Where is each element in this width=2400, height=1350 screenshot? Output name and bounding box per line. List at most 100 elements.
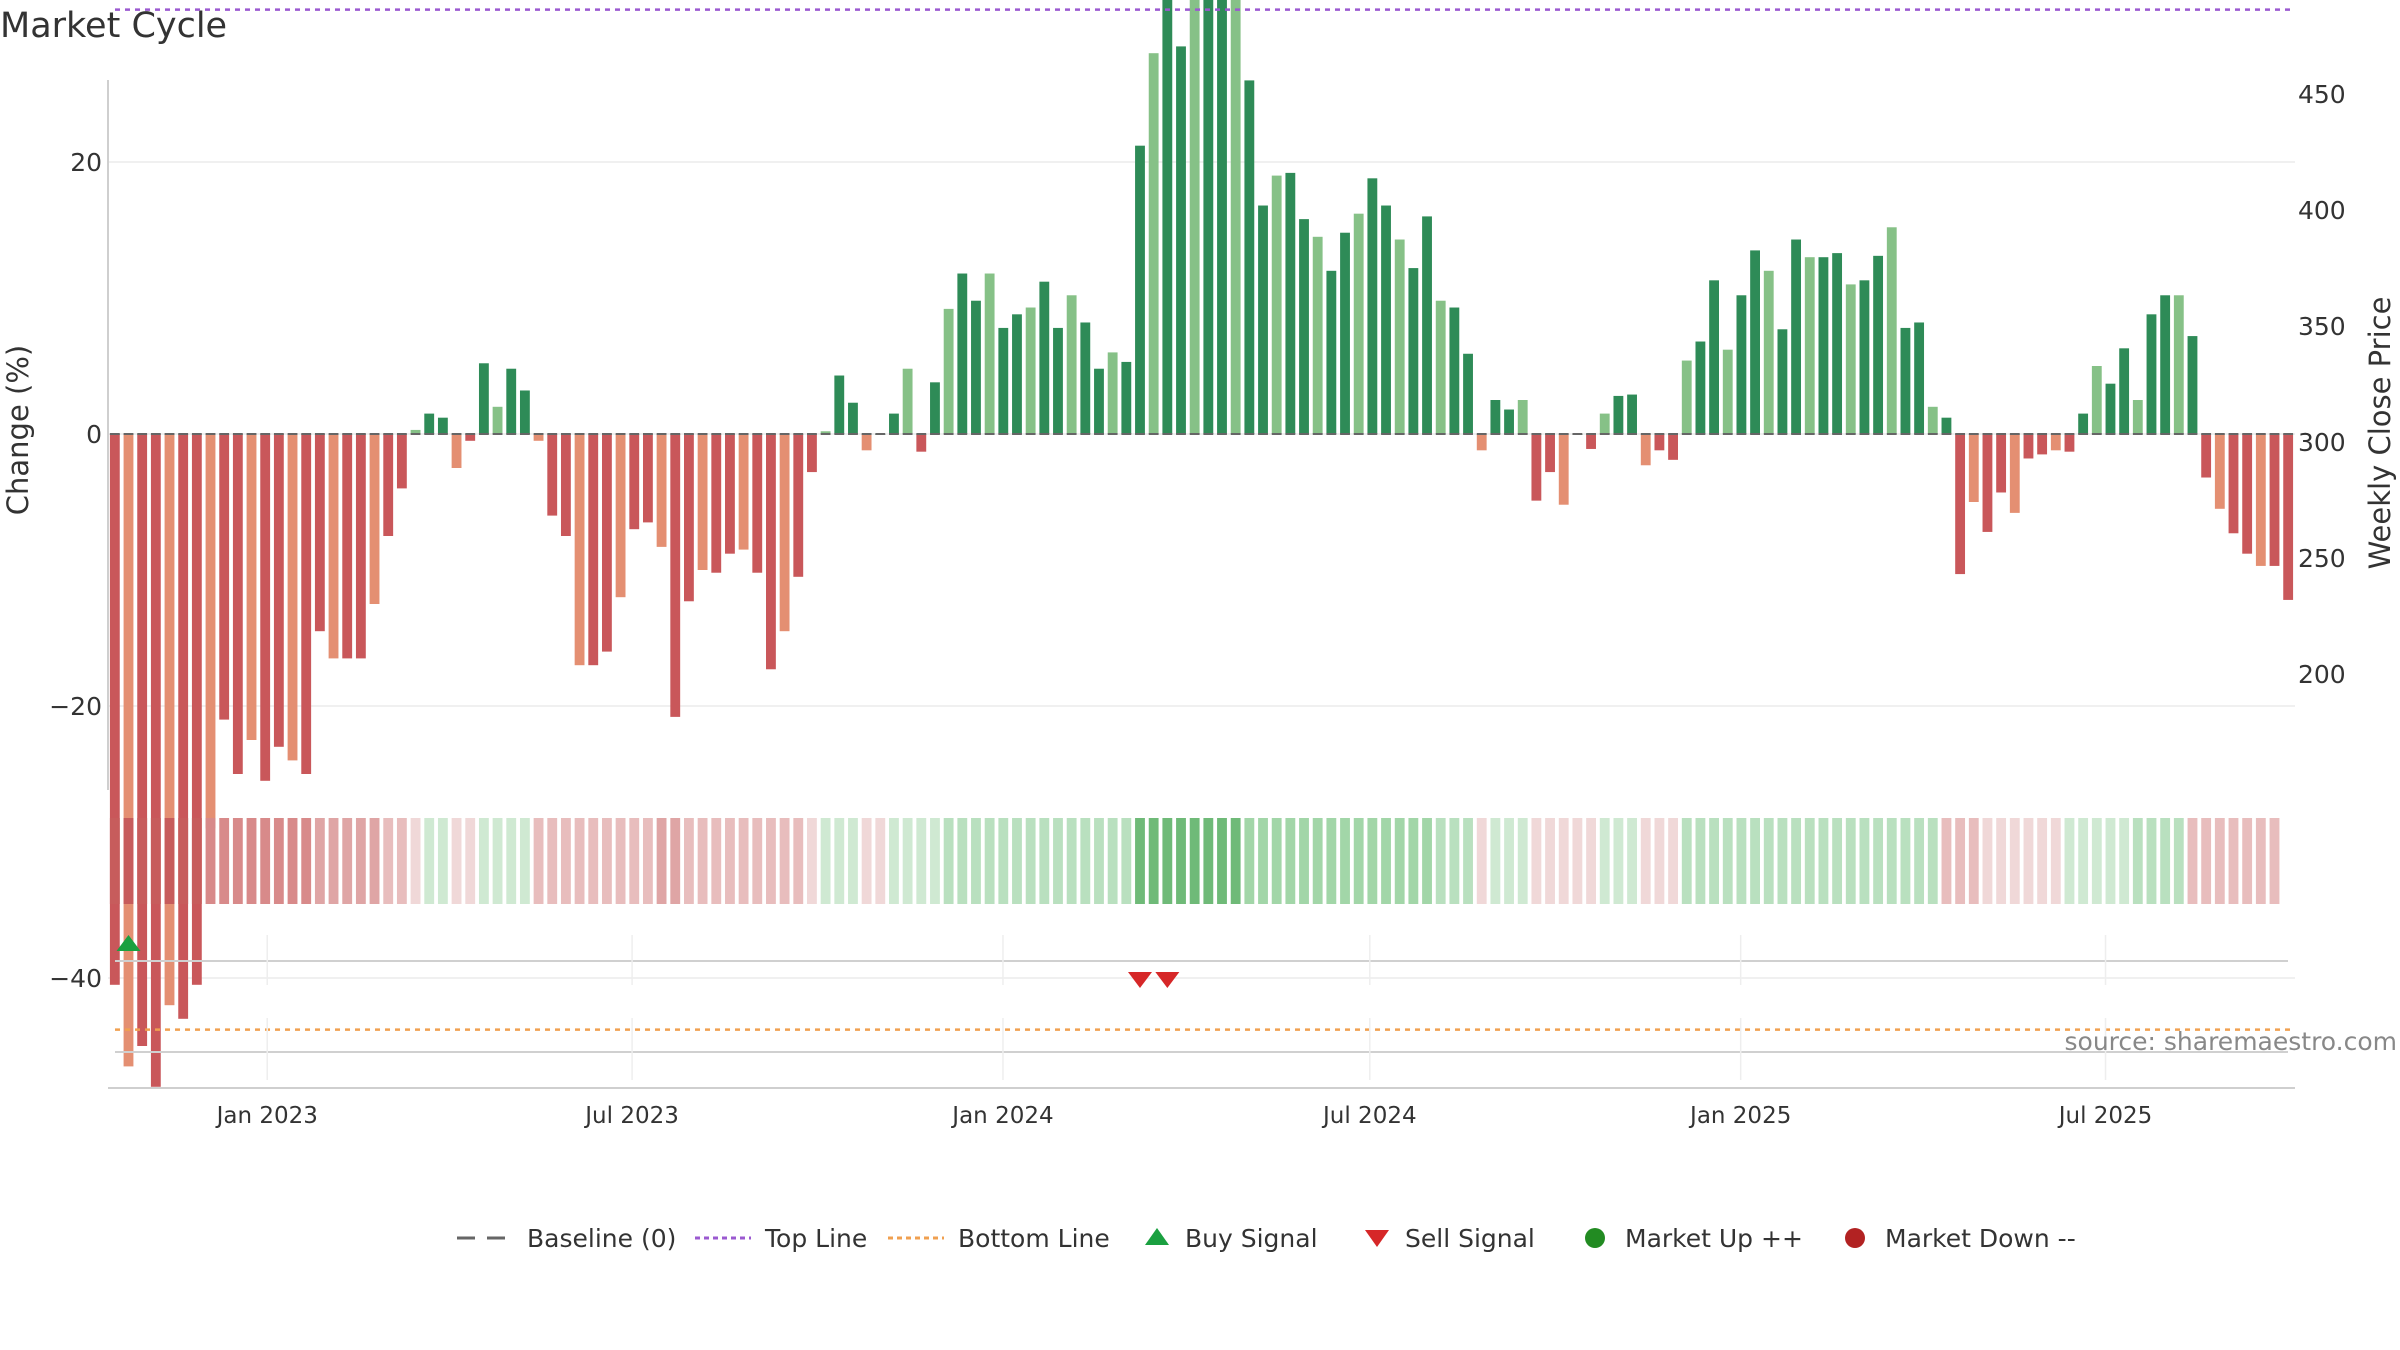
x-tick-label: Jul 2024 bbox=[1321, 1103, 1417, 1129]
heat-cell bbox=[437, 818, 448, 904]
heat-cell bbox=[861, 818, 872, 904]
bar bbox=[1545, 434, 1555, 473]
x-axis-layer: Jan 2023 Jul 2023 Jan 2024 Jul 2024 Jan 2025… bbox=[108, 935, 2295, 1129]
heat-cell bbox=[1176, 818, 1186, 904]
bar bbox=[150, 434, 161, 1087]
heat-cell bbox=[164, 818, 175, 904]
bar bbox=[998, 327, 1009, 434]
bar bbox=[2132, 400, 2143, 434]
heat-cell bbox=[191, 818, 202, 904]
bar bbox=[1463, 353, 1473, 434]
bar bbox=[342, 434, 353, 659]
bar bbox=[260, 434, 271, 781]
bar bbox=[1900, 327, 1911, 434]
heat-cell bbox=[1736, 818, 1747, 904]
bar bbox=[779, 434, 790, 632]
heat-cell bbox=[2214, 818, 2225, 904]
heat-cell bbox=[1299, 818, 1309, 904]
legend-item-down: Market Down -- bbox=[1845, 1224, 2076, 1253]
bar bbox=[2173, 295, 2184, 434]
bar bbox=[1258, 205, 1268, 434]
heat-cell bbox=[902, 818, 913, 904]
heat-cell bbox=[547, 818, 558, 904]
bar bbox=[478, 363, 489, 434]
bar bbox=[1695, 341, 1706, 434]
bar bbox=[1818, 257, 1829, 434]
bar bbox=[1394, 239, 1405, 434]
bar bbox=[1408, 268, 1419, 434]
bar bbox=[848, 402, 858, 434]
heat-cell bbox=[1148, 818, 1159, 904]
bar bbox=[1750, 250, 1760, 434]
heat-cell bbox=[1244, 818, 1255, 904]
bar bbox=[1435, 300, 1446, 434]
bar bbox=[1586, 434, 1596, 449]
heat-cell bbox=[2037, 818, 2048, 904]
bar bbox=[2242, 434, 2253, 554]
bar bbox=[902, 368, 913, 434]
heat-cell bbox=[1394, 818, 1405, 904]
heat-cell bbox=[1162, 818, 1173, 904]
heat-cell bbox=[766, 818, 776, 904]
bar bbox=[1012, 314, 1022, 434]
heat-cell bbox=[1285, 818, 1296, 904]
bar bbox=[1312, 236, 1323, 434]
bar bbox=[1599, 413, 1610, 434]
bar bbox=[1176, 46, 1186, 435]
bar bbox=[1927, 406, 1938, 434]
sell-signal-marker bbox=[1155, 972, 1180, 988]
heat-cell bbox=[1312, 818, 1323, 904]
heat-cell bbox=[109, 818, 120, 904]
heat-cell bbox=[1189, 818, 1200, 904]
bar bbox=[738, 434, 749, 550]
bar bbox=[588, 434, 599, 666]
bar bbox=[164, 434, 175, 1006]
bar bbox=[1203, 0, 1214, 434]
bar bbox=[246, 434, 257, 740]
heat-cell bbox=[752, 818, 763, 904]
bar bbox=[629, 434, 640, 530]
bar bbox=[2187, 336, 2198, 434]
bar bbox=[793, 434, 804, 577]
signals-layer bbox=[115, 935, 2288, 1053]
heat-cell bbox=[1572, 818, 1583, 904]
heat-cell bbox=[1531, 818, 1542, 904]
bar bbox=[191, 434, 202, 985]
bar bbox=[178, 434, 189, 1019]
legend-item-buy: Buy Signal bbox=[1145, 1224, 1318, 1253]
heat-cell bbox=[1627, 818, 1637, 904]
heat-cell bbox=[738, 818, 749, 904]
heat-cell bbox=[1025, 818, 1036, 904]
grid-layer bbox=[108, 161, 2295, 979]
bar bbox=[2283, 434, 2294, 600]
bar bbox=[1996, 434, 2007, 493]
bar bbox=[123, 434, 134, 1067]
bar bbox=[971, 300, 981, 434]
heat-cell bbox=[2009, 818, 2020, 904]
bar bbox=[1025, 307, 1036, 434]
y2-tick-label: 250 bbox=[2298, 544, 2346, 573]
heat-cell bbox=[1449, 818, 1460, 904]
heat-cell bbox=[779, 818, 790, 904]
heat-cell bbox=[1818, 818, 1829, 904]
bar bbox=[219, 434, 230, 720]
heat-cell bbox=[1203, 818, 1214, 904]
heat-cell bbox=[232, 818, 243, 904]
bar bbox=[642, 434, 653, 523]
heat-cell bbox=[205, 818, 216, 904]
heat-cell bbox=[2269, 818, 2280, 904]
heat-cell bbox=[1367, 818, 1378, 904]
heat-cell bbox=[1927, 818, 1938, 904]
bar bbox=[1353, 213, 1364, 434]
bar bbox=[1299, 219, 1309, 434]
heat-cell bbox=[2255, 818, 2266, 904]
bar bbox=[752, 434, 763, 573]
heat-cell bbox=[1968, 818, 1979, 904]
heat-cell bbox=[2050, 818, 2061, 904]
y2-tick-label: 450 bbox=[2298, 80, 2346, 109]
heat-cell bbox=[684, 818, 694, 904]
bar bbox=[1722, 349, 1733, 434]
x-tick-label: Jul 2025 bbox=[2057, 1103, 2153, 1129]
heat-cell bbox=[1695, 818, 1706, 904]
